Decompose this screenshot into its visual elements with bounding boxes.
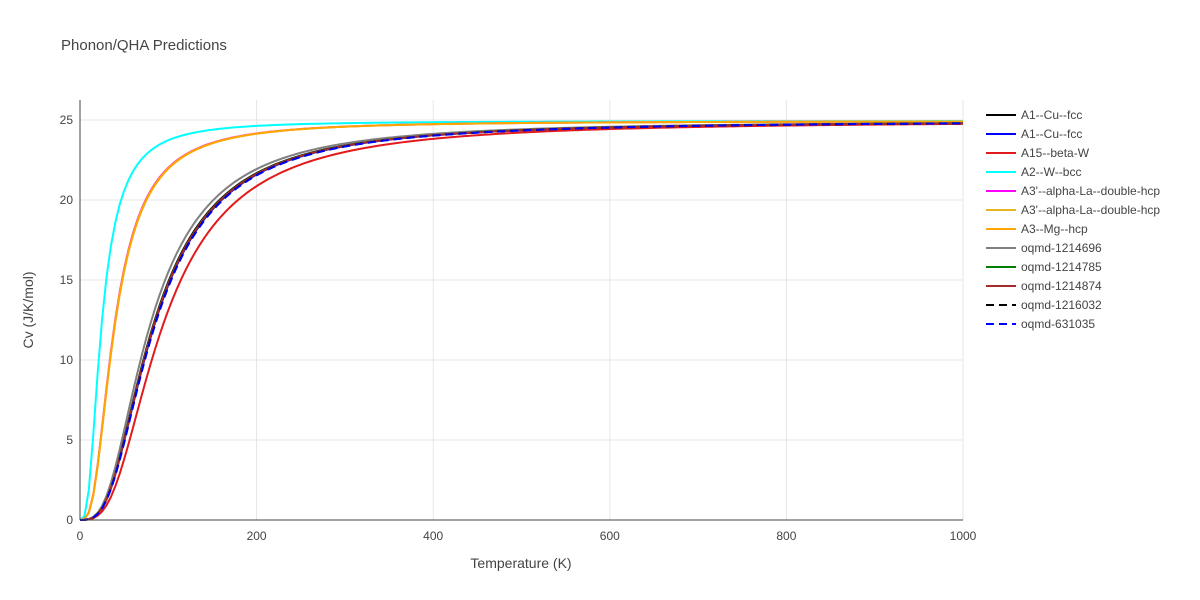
y-tick-label: 0 — [66, 513, 73, 527]
legend-label: A3'--alpha-La--double-hcp — [1021, 203, 1160, 217]
legend-label: A3--Mg--hcp — [1021, 222, 1088, 236]
series-line-10 — [79, 122, 964, 521]
legend-label: oqmd-1214696 — [1021, 241, 1102, 255]
y-tick-labels: 0 5 10 15 20 25 — [60, 113, 74, 527]
series-line-1 — [79, 122, 964, 521]
legend-item[interactable]: A3--Mg--hcp — [986, 222, 1088, 236]
series-line-3 — [79, 120, 963, 521]
series-line-7 — [79, 122, 964, 521]
y-tick-label: 20 — [60, 193, 74, 207]
legend-label: oqmd-1214785 — [1021, 260, 1102, 274]
legend[interactable]: A1--Cu--fcc A1--Cu--fcc A15--beta-W A2--W--… — [986, 108, 1160, 331]
axes — [79, 100, 963, 521]
series-line-11 — [79, 122, 964, 521]
x-tick-label: 400 — [423, 529, 443, 543]
legend-label: A1--Cu--fcc — [1021, 127, 1082, 141]
legend-label: A3'--alpha-La--double-hcp — [1021, 184, 1160, 198]
legend-item[interactable]: A15--beta-W — [986, 146, 1090, 160]
y-tick-label: 5 — [66, 433, 73, 447]
legend-label: A1--Cu--fcc — [1021, 108, 1082, 122]
x-tick-label: 1000 — [950, 529, 977, 543]
chart-title: Phonon/QHA Predictions — [61, 37, 227, 54]
legend-label: oqmd-1216032 — [1021, 298, 1102, 312]
series-line-4 — [79, 120, 963, 521]
grid — [80, 100, 964, 520]
legend-item[interactable]: A2--W--bcc — [986, 165, 1081, 179]
legend-item[interactable]: oqmd-1214874 — [986, 279, 1102, 293]
x-tick-label: 800 — [776, 529, 796, 543]
series-line-2 — [79, 122, 964, 521]
y-axis-title: Cv (J/K/mol) — [20, 272, 36, 349]
legend-label: A15--beta-W — [1021, 146, 1090, 160]
x-axis-title: Temperature (K) — [470, 555, 571, 571]
legend-label: oqmd-631035 — [1021, 317, 1095, 331]
legend-item[interactable]: oqmd-1214785 — [986, 260, 1102, 274]
x-tick-labels: 0 200 400 600 800 1000 — [77, 529, 977, 543]
legend-label: oqmd-1214874 — [1021, 279, 1102, 293]
legend-item[interactable]: oqmd-1216032 — [986, 298, 1102, 312]
y-tick-label: 10 — [60, 353, 74, 367]
legend-item[interactable]: oqmd-631035 — [986, 317, 1095, 331]
x-tick-label: 200 — [247, 529, 267, 543]
y-tick-label: 15 — [60, 273, 74, 287]
series-line-0 — [79, 122, 964, 521]
legend-label: A2--W--bcc — [1021, 165, 1081, 179]
series-line-9 — [79, 122, 964, 521]
legend-item[interactable]: A1--Cu--fcc — [986, 127, 1082, 141]
series-line-6 — [79, 120, 964, 521]
legend-item[interactable]: A1--Cu--fcc — [986, 108, 1082, 122]
legend-item[interactable]: oqmd-1214696 — [986, 241, 1102, 255]
x-tick-label: 0 — [77, 529, 84, 543]
legend-item[interactable]: A3'--alpha-La--double-hcp — [986, 184, 1160, 198]
y-tick-label: 25 — [60, 113, 74, 127]
legend-item[interactable]: A3'--alpha-La--double-hcp — [986, 203, 1160, 217]
x-tick-label: 600 — [600, 529, 620, 543]
series-lines — [79, 120, 964, 521]
series-line-5 — [79, 120, 964, 521]
series-line-8 — [79, 122, 964, 521]
